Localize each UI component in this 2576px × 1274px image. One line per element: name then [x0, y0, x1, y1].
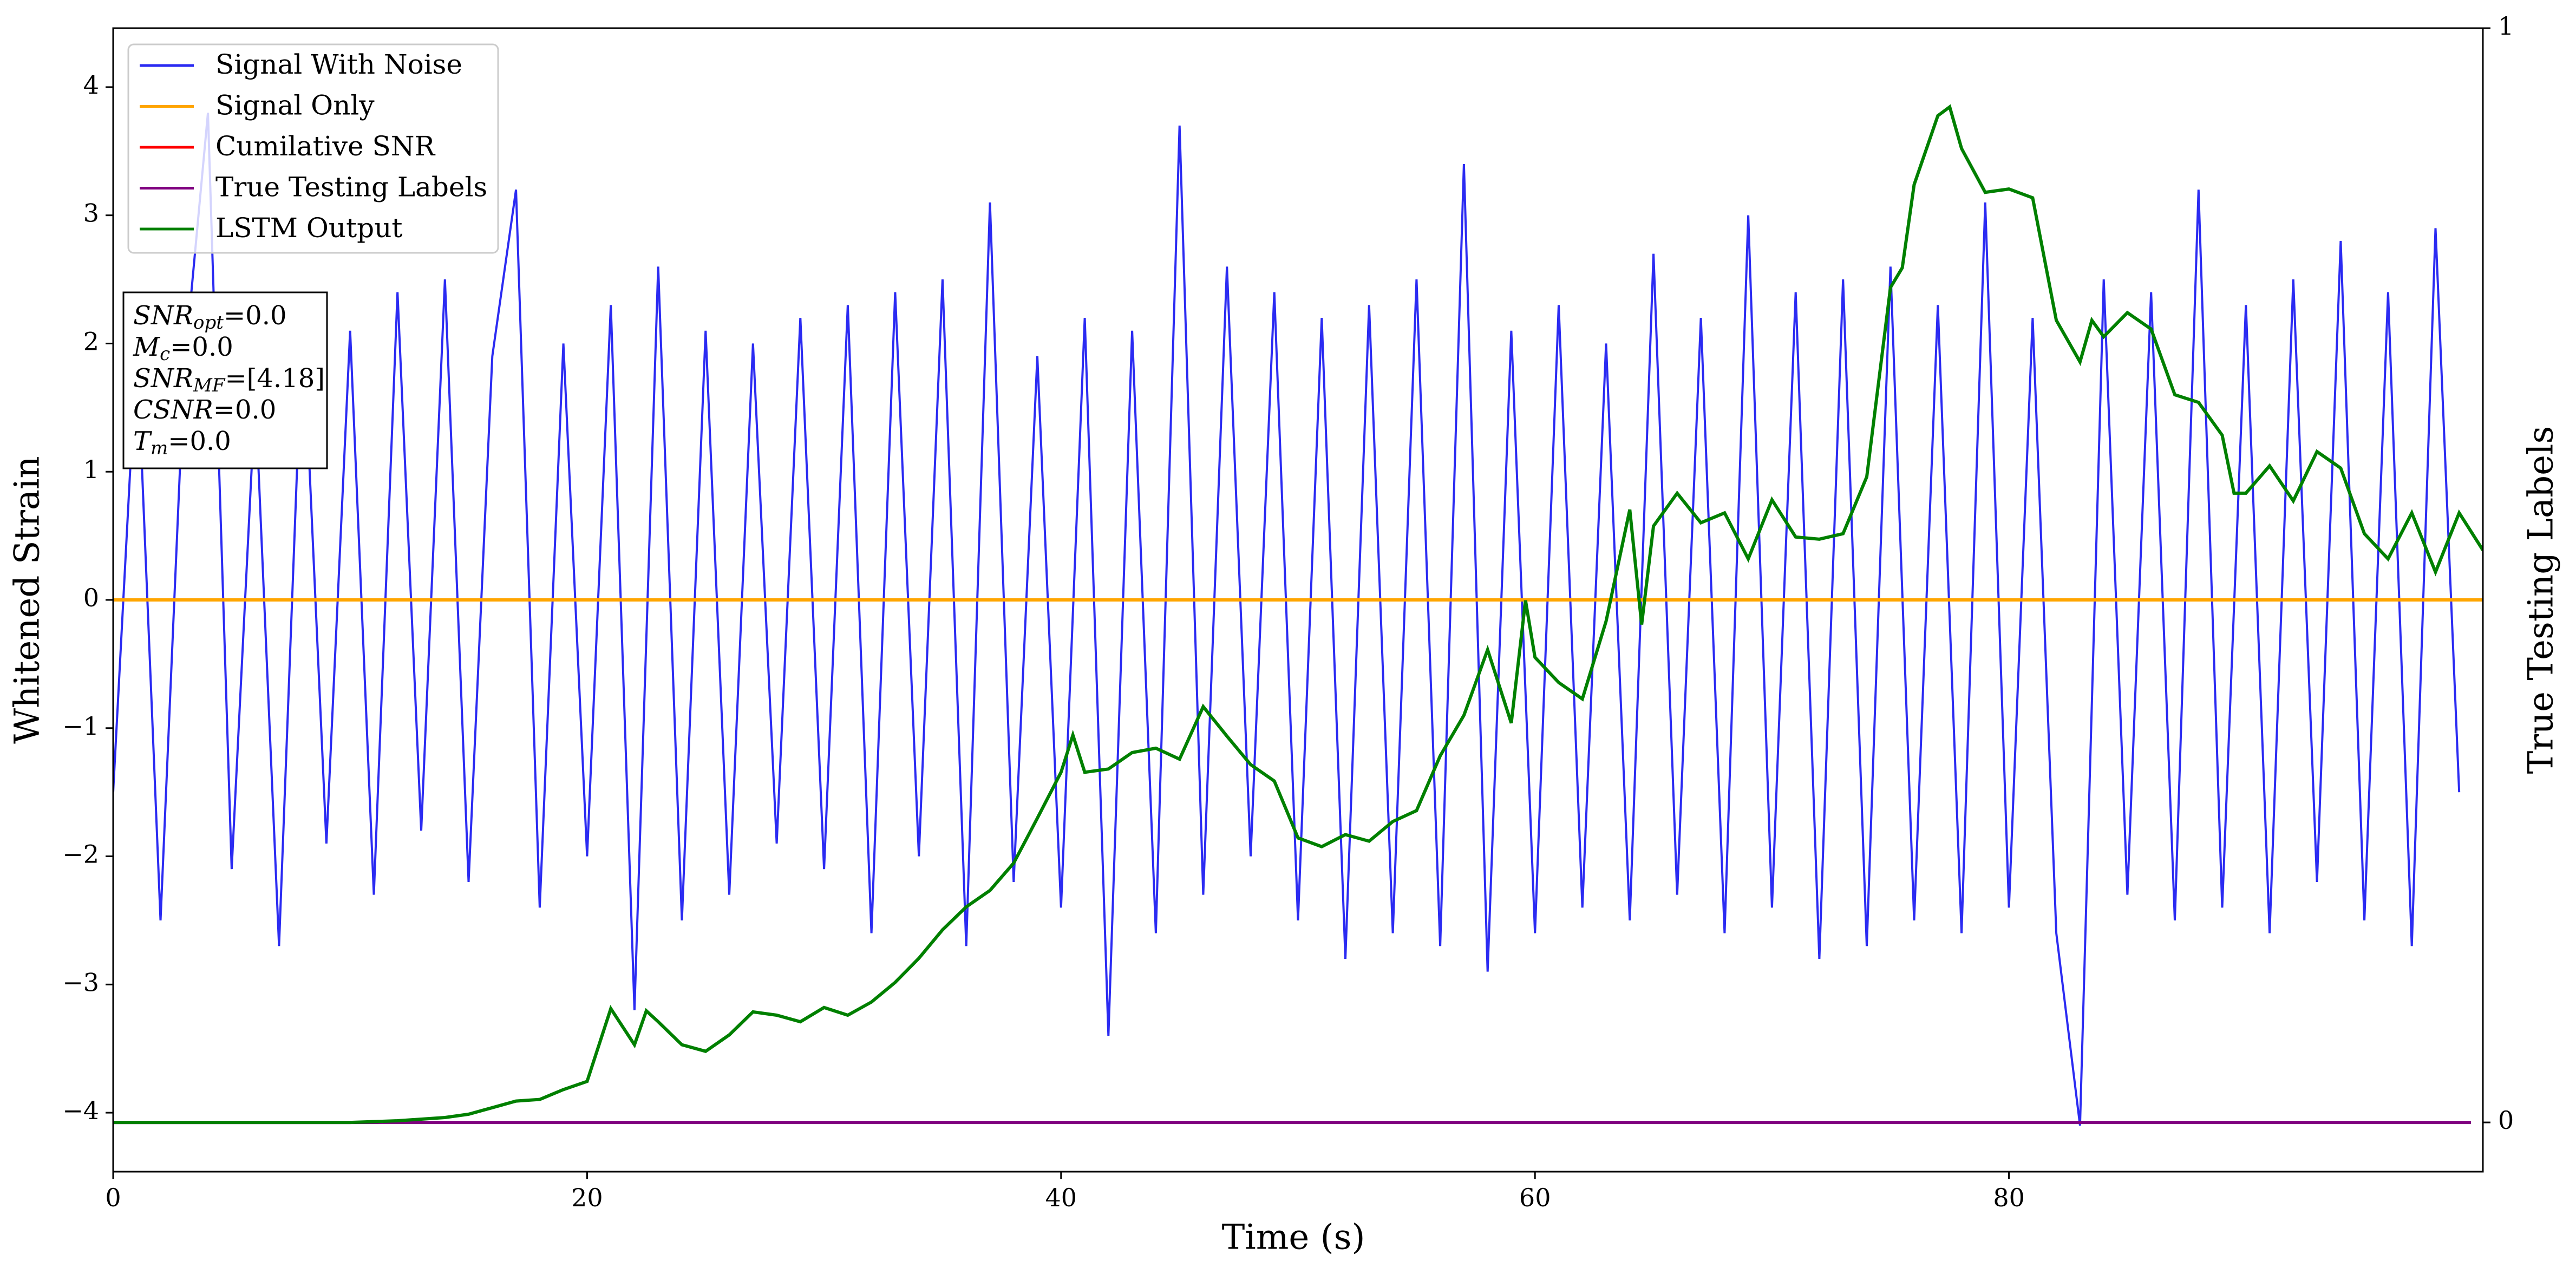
- x-tick-label: 40: [1045, 1183, 1077, 1212]
- annotation-rest: =0.0: [213, 395, 277, 425]
- legend-label: Signal Only: [215, 90, 375, 121]
- legend-label: LSTM Output: [215, 212, 402, 244]
- annotation-sub: MF: [193, 375, 226, 396]
- x-tick-label: 80: [1993, 1183, 2025, 1212]
- annotation-rest: =0.0: [168, 426, 231, 456]
- y-tick-label: 4: [83, 70, 99, 100]
- annotation-main: T: [133, 426, 152, 456]
- legend-label: Cumilative SNR: [215, 130, 435, 162]
- y-tick-label: 1: [83, 455, 99, 484]
- y-tick-label: 2: [83, 326, 99, 356]
- y2-tick-label: 0: [2498, 1106, 2514, 1135]
- annotation-main: CSNR: [133, 395, 213, 425]
- x-tick-label: 20: [571, 1183, 603, 1212]
- annotation-box: [122, 291, 328, 469]
- y-axis-label: Whitened Strain: [8, 456, 48, 743]
- y2-tick-label: 1: [2498, 11, 2514, 41]
- x-tick-label: 60: [1519, 1183, 1551, 1212]
- y-tick-label: 3: [83, 199, 99, 228]
- y2-axis-label: True Testing Labels: [2521, 426, 2561, 774]
- y-tick-label: 0: [83, 583, 99, 612]
- annotation-line: Tm=0.0: [133, 426, 231, 460]
- annotation-line: CSNR=0.0: [133, 395, 276, 425]
- annotation-main: SNR: [133, 300, 193, 331]
- annotation-rest: =0.0: [224, 300, 287, 331]
- annotation-main: M: [133, 332, 161, 362]
- legend-label: True Testing Labels: [215, 172, 487, 203]
- x-tick-label: 0: [105, 1183, 121, 1212]
- legend-label: Signal With Noise: [215, 49, 462, 80]
- annotation-sub: m: [151, 437, 168, 459]
- annotation-line: Mc=0.0: [133, 332, 233, 365]
- annotation-rest: =0.0: [170, 332, 233, 362]
- annotation-sub: c: [160, 343, 170, 365]
- series-line: [113, 104, 2483, 1125]
- x-axis-label: Time (s): [1222, 1218, 1365, 1258]
- legend-box: [127, 43, 499, 254]
- annotation-line: SNRMF=[4.18]: [133, 363, 325, 397]
- y-tick-label: −4: [62, 1096, 99, 1125]
- y-tick-label: −1: [62, 711, 99, 741]
- annotation-line: SNRopt=0.0: [133, 300, 287, 334]
- y-tick-label: −3: [62, 968, 99, 997]
- annotation-main: SNR: [133, 363, 193, 394]
- y-tick-label: −2: [62, 840, 99, 869]
- series-line: [113, 113, 2461, 1126]
- annotation-sub: opt: [193, 312, 224, 334]
- annotation-rest: =[4.18]: [225, 363, 325, 394]
